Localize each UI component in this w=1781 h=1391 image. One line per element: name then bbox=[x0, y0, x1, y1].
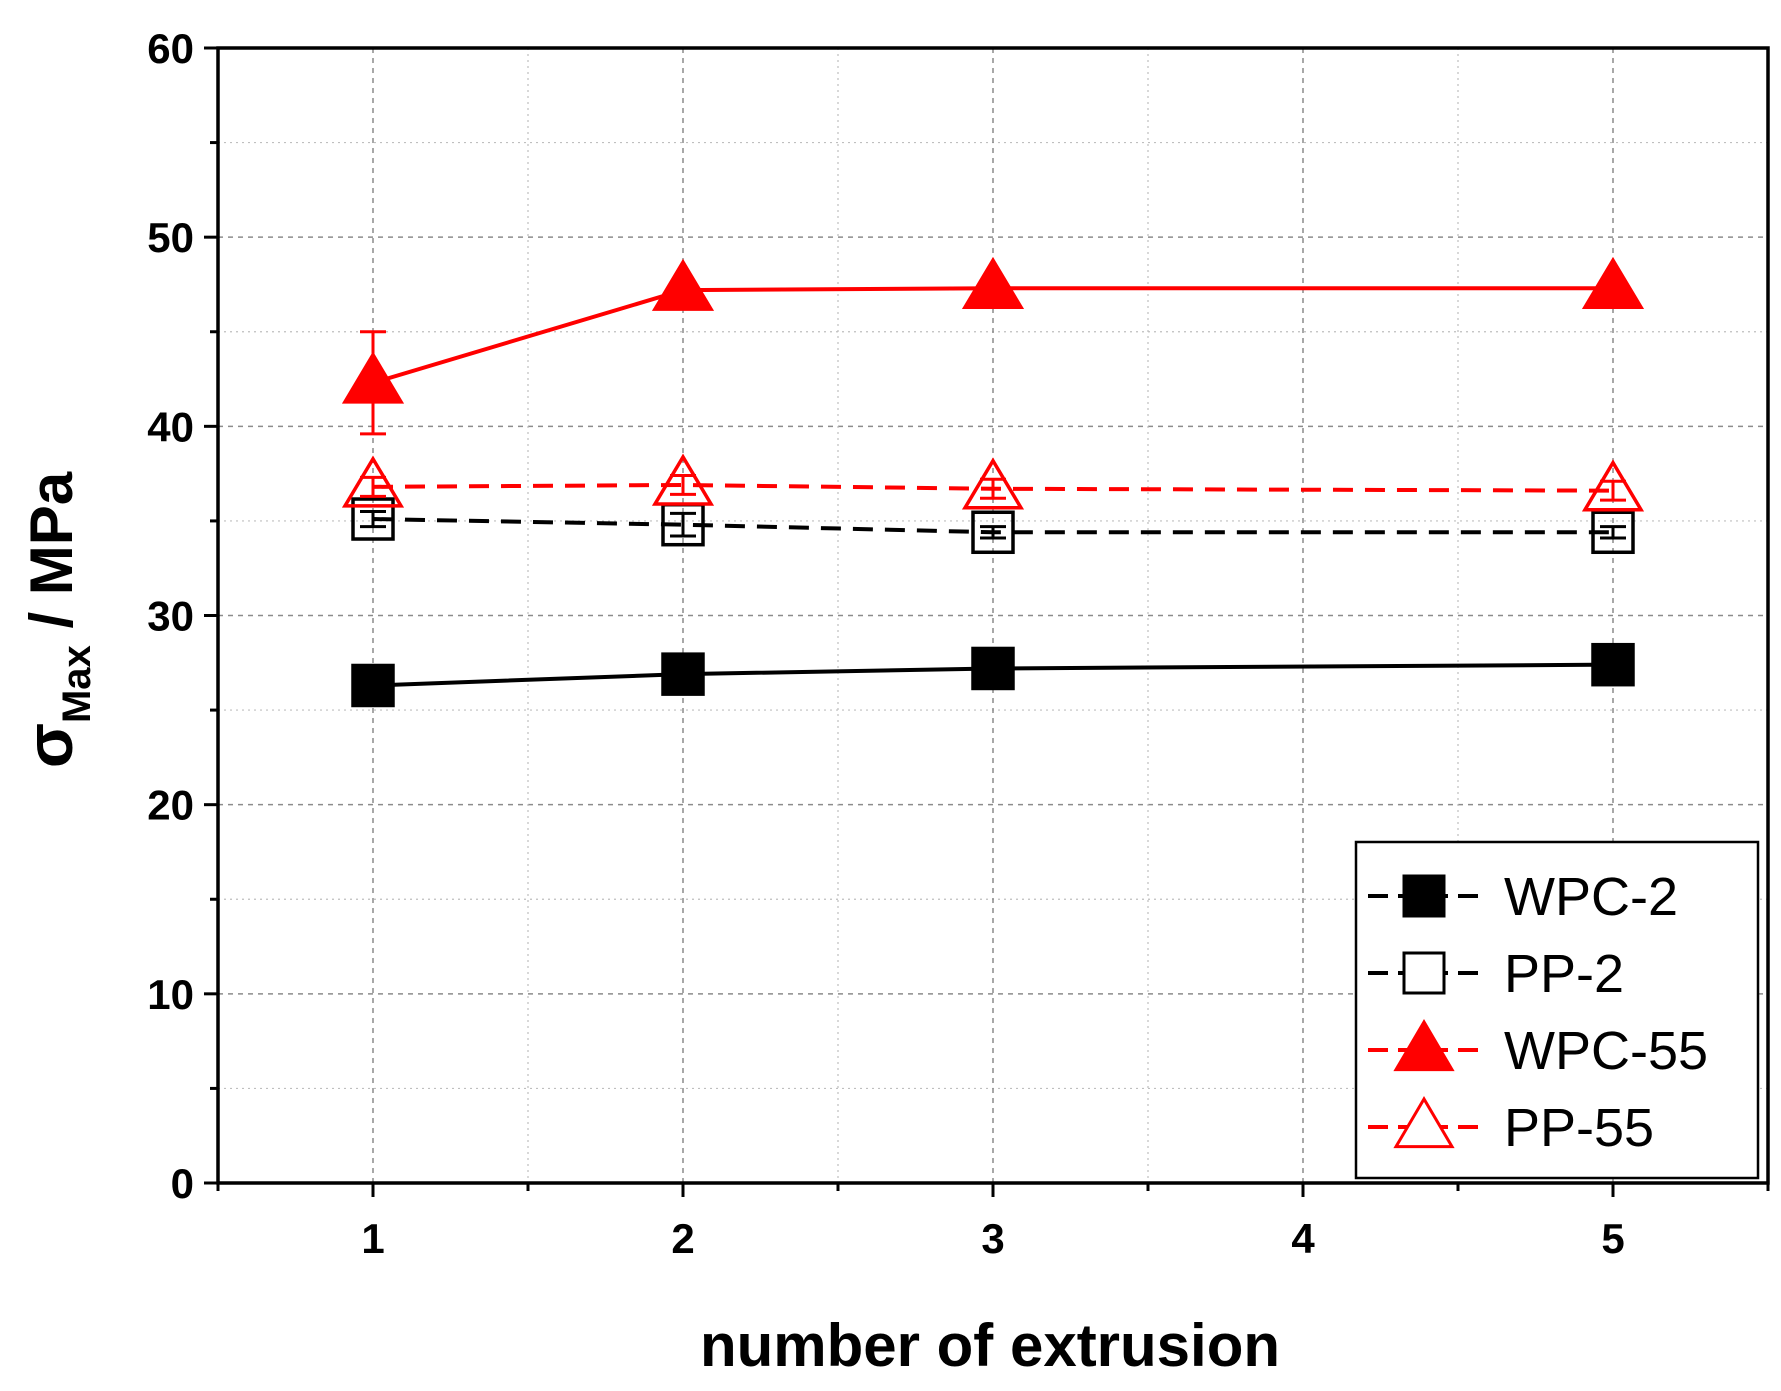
y-axis-title-unit: / MPa bbox=[18, 471, 85, 645]
y-tick-label: 20 bbox=[147, 782, 194, 829]
series-line bbox=[372, 517, 1613, 535]
series-wpc-55 bbox=[341, 256, 1645, 436]
legend-item-wpc-2: WPC-2 bbox=[1368, 867, 1678, 927]
legend-marker bbox=[1402, 951, 1446, 995]
series-wpc-2 bbox=[351, 642, 1635, 708]
data-point bbox=[651, 453, 715, 506]
series-line bbox=[372, 286, 1613, 385]
data-point bbox=[351, 663, 395, 708]
y-tick-label: 50 bbox=[147, 214, 194, 261]
series-line bbox=[372, 482, 1614, 493]
y-axis-title-symbol: σ bbox=[12, 723, 86, 768]
y-tick-label: 30 bbox=[147, 593, 194, 640]
data-point bbox=[961, 457, 1025, 510]
data-point bbox=[651, 258, 715, 311]
series-pp-55 bbox=[341, 453, 1645, 512]
data-point bbox=[351, 497, 395, 541]
legend-label: WPC-55 bbox=[1504, 1021, 1708, 1081]
plot-data bbox=[341, 256, 1645, 708]
data-point bbox=[961, 256, 1025, 310]
data-point bbox=[1581, 459, 1645, 512]
data-point bbox=[661, 652, 705, 696]
legend-marker bbox=[1402, 874, 1446, 918]
y-axis-title-subscript: Max bbox=[55, 645, 99, 723]
x-axis-title: number of extrusion bbox=[700, 1312, 1280, 1379]
data-point bbox=[971, 646, 1015, 691]
legend: WPC-2 PP-2 WPC-55 PP-55 bbox=[1354, 840, 1760, 1180]
legend-item-pp-55: PP-55 bbox=[1368, 1096, 1654, 1158]
y-axis-title: σMax / MPa bbox=[12, 471, 99, 768]
legend-label: WPC-2 bbox=[1504, 867, 1678, 927]
x-tick-label: 5 bbox=[1601, 1215, 1624, 1262]
data-point bbox=[1591, 642, 1635, 687]
legend-item-pp-2: PP-2 bbox=[1368, 944, 1624, 1004]
x-tick-label: 3 bbox=[981, 1215, 1004, 1262]
y-tick-label: 60 bbox=[147, 25, 194, 72]
y-tick-label: 10 bbox=[147, 971, 194, 1018]
legend-marker bbox=[1393, 1096, 1455, 1149]
data-point bbox=[1581, 256, 1645, 310]
legend-item-wpc-55: WPC-55 bbox=[1368, 1019, 1708, 1081]
x-tick-label: 4 bbox=[1291, 1215, 1315, 1262]
x-tick-label: 1 bbox=[361, 1215, 384, 1262]
legend-label: PP-55 bbox=[1504, 1098, 1654, 1158]
axes: 0 10 20 30 40 50 60 1 2 3 4 5 bbox=[147, 25, 1770, 1262]
legend-label: PP-2 bbox=[1504, 944, 1624, 1004]
series-line bbox=[372, 662, 1614, 688]
y-tick-label: 0 bbox=[171, 1160, 194, 1207]
series-pp-2 bbox=[351, 497, 1635, 555]
data-point bbox=[341, 455, 405, 508]
data-point bbox=[341, 351, 405, 404]
x-tick-label: 2 bbox=[671, 1215, 694, 1262]
legend-marker bbox=[1393, 1019, 1455, 1072]
data-point bbox=[1591, 510, 1635, 555]
y-tick-label: 40 bbox=[147, 403, 194, 450]
data-point bbox=[971, 510, 1015, 555]
